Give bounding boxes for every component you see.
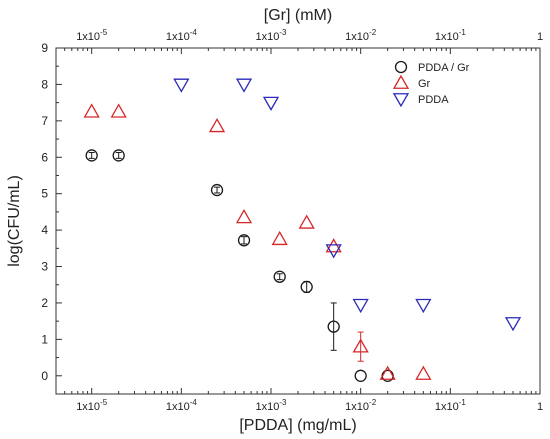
y-tick-label: 1 xyxy=(41,332,48,346)
plot-frame xyxy=(55,47,541,395)
x2-axis-title: [Gr] (mM) xyxy=(264,7,332,24)
x2-tick-label: 1x10-1 xyxy=(435,28,467,43)
data-point xyxy=(354,369,367,382)
data-point xyxy=(352,298,369,314)
data-point xyxy=(273,270,286,283)
x-tick-label: 1x10-3 xyxy=(256,398,288,413)
data-point xyxy=(208,117,226,133)
series-pdda xyxy=(173,78,522,332)
data-point xyxy=(210,183,224,197)
data-point xyxy=(83,103,100,118)
data-point xyxy=(415,298,432,314)
x-tick-label: 1x10-2 xyxy=(345,398,377,413)
data-point xyxy=(415,365,432,380)
data-point xyxy=(352,338,369,353)
legend-marker xyxy=(392,93,410,108)
data-point xyxy=(271,230,288,246)
data-point xyxy=(85,149,98,162)
data-point xyxy=(262,96,280,111)
axis-ticks: 1x10-5 1x10-5 1x10-4 1x10-4 1x10-3 1x10-3 1x10… xyxy=(41,28,543,413)
y-tick-label: 0 xyxy=(41,369,48,383)
legend-label: Gr xyxy=(418,78,431,90)
y-axis-title: log(CFU/mL) xyxy=(6,175,23,267)
legend-label: PDDA xyxy=(418,94,449,106)
x2-tick-label: 1x10-4 xyxy=(166,28,198,43)
x2-tick-label: 1x10-5 xyxy=(76,28,108,43)
data-point xyxy=(327,320,340,333)
data-point xyxy=(298,214,315,229)
y-tick-label: 3 xyxy=(41,260,48,274)
y-tick-label: 8 xyxy=(41,77,48,91)
x-axis-title: [PDDA] (mg/mL) xyxy=(239,417,356,434)
y-tick-label: 9 xyxy=(41,41,48,55)
data-point xyxy=(300,280,313,294)
y-tick-label: 7 xyxy=(41,114,48,128)
x-tick-label: 1x10-4 xyxy=(166,398,198,413)
x2-tick-label: 1x10-3 xyxy=(256,28,288,43)
x-tick-label: 1x10-5 xyxy=(76,398,108,413)
y-tick-label: 2 xyxy=(41,296,48,310)
x-tick-label: 1x10-1 xyxy=(435,398,467,413)
y-tick-label: 4 xyxy=(41,223,48,237)
data-point xyxy=(235,78,253,93)
data-point xyxy=(325,238,342,253)
x2-tick-label: 1x10-2 xyxy=(345,28,377,43)
data-point xyxy=(112,149,125,162)
series-gr xyxy=(83,103,432,380)
data-point xyxy=(504,317,522,332)
x2-tick-label: 1 xyxy=(537,31,543,43)
data-marks xyxy=(83,78,522,382)
y-tick-label: 6 xyxy=(41,150,48,164)
data-point xyxy=(173,78,190,93)
legend-label: PDDA / Gr xyxy=(418,62,470,74)
y-tick-label: 5 xyxy=(41,187,48,201)
data-point xyxy=(110,103,127,118)
data-point xyxy=(235,209,253,224)
legend: PDDA / Gr Gr PDDA xyxy=(392,60,470,108)
series-pdda-gr xyxy=(85,149,394,382)
data-point xyxy=(325,244,342,259)
data-point xyxy=(237,234,251,247)
legend-marker xyxy=(392,74,410,89)
data-point xyxy=(379,365,396,380)
x-tick-label: 1 xyxy=(537,401,543,413)
legend-marker xyxy=(394,60,408,74)
